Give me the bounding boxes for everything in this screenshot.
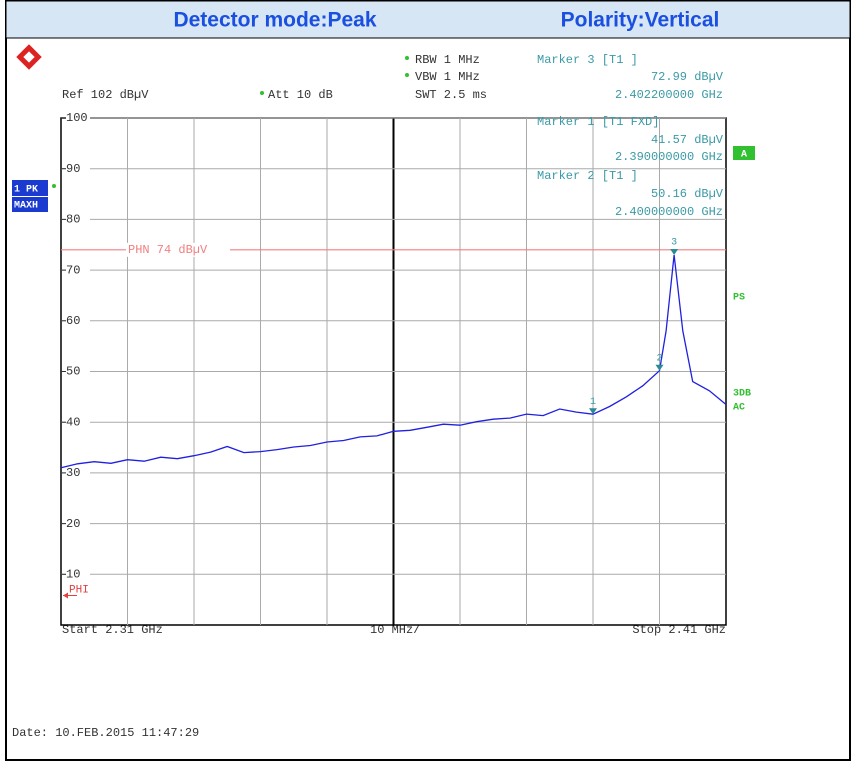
tick-bg xyxy=(66,314,90,327)
marker xyxy=(670,248,679,255)
asterisk xyxy=(260,91,264,95)
header-right: Polarity:Vertical xyxy=(561,9,720,32)
marker-name: Marker 3 [T1 ] xyxy=(537,53,638,67)
marker xyxy=(589,408,597,415)
asterisk xyxy=(405,56,409,60)
tick-bg xyxy=(66,416,90,429)
ps-label: PS xyxy=(733,293,745,304)
threshold-label: PHI xyxy=(69,584,89,596)
mode-label: MAXH xyxy=(14,201,38,212)
tick-bg xyxy=(66,112,90,124)
div-label: 10 MHz/ xyxy=(370,623,420,637)
asterisk xyxy=(405,73,409,77)
y-tick-label: 10 xyxy=(66,567,80,581)
marker-id: 1 xyxy=(590,397,596,408)
a-box xyxy=(733,146,755,160)
logo xyxy=(16,44,42,70)
trace-box xyxy=(12,180,48,196)
trace-label: 1 PK xyxy=(14,185,38,196)
tick-bg xyxy=(66,162,90,175)
tick-bg xyxy=(66,213,90,226)
start-label: Start 2.31 GHz xyxy=(62,623,163,637)
header-bar xyxy=(5,0,851,39)
y-tick-label: 50 xyxy=(66,365,80,379)
marker-freq: 2.400000000 GHz xyxy=(615,205,723,219)
mode-box xyxy=(12,197,48,212)
vbw: VBW 1 MHz xyxy=(415,70,480,84)
attenuation: Att 10 dB xyxy=(268,88,333,102)
tick-bg xyxy=(66,466,90,479)
marker xyxy=(655,364,664,371)
stop-label: Stop 2.41 GHz xyxy=(632,623,726,637)
tick-bg xyxy=(66,264,90,277)
y-tick-label: 20 xyxy=(66,517,80,531)
date-label: Date: 10.FEB.2015 11:47:29 xyxy=(12,726,199,740)
marker-freq: 2.402200000 GHz xyxy=(615,88,723,102)
trace xyxy=(60,254,727,469)
y-tick-label: 30 xyxy=(66,466,80,480)
y-tick-label: 90 xyxy=(66,162,80,176)
logo-inner xyxy=(23,51,35,63)
ref-level: Ref 102 dBµV xyxy=(62,88,149,102)
rbw: RBW 1 MHz xyxy=(415,53,480,67)
tick-bg xyxy=(66,517,90,530)
limit-label-bg xyxy=(126,242,230,257)
marker-value: 72.99 dBµV xyxy=(651,70,724,84)
y-tick-label: 70 xyxy=(66,263,80,277)
marker-name: Marker 2 [T1 ] xyxy=(537,169,638,183)
marker-value: 41.57 dBµV xyxy=(651,133,724,147)
asterisk xyxy=(52,184,56,188)
marker-value: 50.16 dBµV xyxy=(651,187,724,201)
header-left: Detector mode:Peak xyxy=(173,9,376,32)
marker-freq: 2.390000000 GHz xyxy=(615,150,723,164)
a-label: A xyxy=(741,150,747,161)
tick-bg xyxy=(66,568,90,581)
asterisks xyxy=(52,56,409,188)
swt: SWT 2.5 ms xyxy=(415,88,487,102)
threshold-arrowhead xyxy=(63,592,68,599)
marker-name: Marker 1 [T1 FXD] xyxy=(537,115,659,129)
tick-bg xyxy=(66,365,90,378)
db-label: 3DB xyxy=(733,389,751,400)
limit-label: PHN 74 dBµV xyxy=(128,243,208,257)
y-tick-label: 60 xyxy=(66,314,80,328)
y-tick-label: 40 xyxy=(66,415,80,429)
y-tick-label: 80 xyxy=(66,213,80,227)
marker-id: 2 xyxy=(656,353,662,364)
y-tick-label: 100 xyxy=(66,111,88,125)
marker-id: 3 xyxy=(671,238,677,249)
ac-label: AC xyxy=(733,403,745,414)
